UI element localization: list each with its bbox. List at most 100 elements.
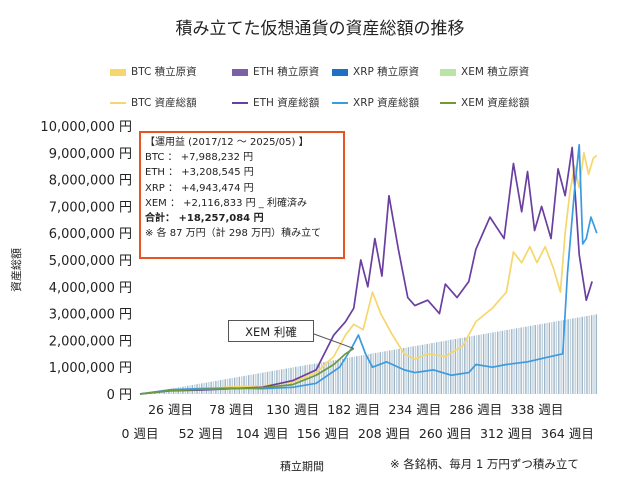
principal-bar bbox=[417, 345, 419, 394]
principal-bar bbox=[278, 369, 280, 394]
principal-bar bbox=[494, 331, 497, 394]
x-tick-label: 338 週目 bbox=[511, 402, 564, 417]
principal-bar bbox=[309, 364, 311, 394]
principal-bar bbox=[504, 330, 506, 394]
principal-bar bbox=[525, 326, 527, 394]
principal-bar bbox=[452, 339, 454, 394]
principal-bar bbox=[377, 352, 379, 394]
principal-bar bbox=[428, 343, 431, 394]
legend-entry-1: ETH 積立原資 bbox=[232, 64, 319, 80]
legend-label-2: XRP 積立原資 bbox=[353, 66, 420, 78]
legend-swatch-0 bbox=[110, 68, 126, 76]
principal-bar bbox=[299, 366, 302, 394]
principal-bar bbox=[245, 375, 248, 394]
principal-bar bbox=[569, 318, 572, 394]
principal-bar bbox=[447, 340, 450, 394]
principal-bar bbox=[360, 355, 363, 394]
x-tick-label: 0 週目 bbox=[122, 426, 159, 441]
principal-bar bbox=[255, 373, 257, 394]
principal-bar bbox=[499, 331, 501, 394]
principal-bar bbox=[266, 371, 269, 394]
footnote: ※ 各銘柄、毎月 1 万円ずつ積み立て bbox=[390, 457, 579, 471]
principal-bar bbox=[346, 357, 349, 394]
principal-bar bbox=[403, 348, 405, 394]
principal-bar bbox=[565, 319, 567, 394]
legend-label-7: XEM 資産総額 bbox=[461, 97, 530, 109]
series-line-0 bbox=[139, 151, 598, 395]
principal-bar bbox=[508, 329, 511, 394]
x-tick-label: 260 週目 bbox=[419, 426, 472, 441]
principal-bar bbox=[595, 314, 598, 394]
principal-bar bbox=[506, 329, 508, 394]
principal-bar bbox=[551, 322, 553, 394]
legend-label-1: ETH 積立原資 bbox=[253, 66, 320, 78]
y-tick-label: 1,000,000 円 bbox=[49, 361, 132, 376]
principal-bar bbox=[454, 338, 457, 394]
y-tick-label: 7,000,000 円 bbox=[49, 200, 132, 215]
principal-bar bbox=[457, 338, 459, 394]
principal-bar bbox=[320, 362, 323, 394]
principal-bar bbox=[511, 329, 513, 394]
principal-bar bbox=[236, 377, 238, 394]
principal-bar bbox=[334, 359, 337, 394]
legend-swatch-5 bbox=[232, 102, 248, 104]
principal-bar bbox=[471, 336, 473, 394]
principal-bar bbox=[489, 332, 492, 394]
principal-bar bbox=[558, 320, 560, 394]
principal-bar bbox=[515, 328, 518, 394]
principal-bar bbox=[316, 363, 318, 394]
legend-row-2: BTC 資産総額 ETH 資産総額 XRP 資産総額 XEM 資産総額 bbox=[0, 95, 640, 111]
principal-bar bbox=[464, 337, 466, 394]
principal-bar bbox=[400, 348, 403, 394]
x-tick-label: 52 週目 bbox=[179, 426, 224, 441]
series-line-3 bbox=[139, 347, 355, 395]
principal-bar bbox=[386, 350, 389, 394]
principal-bar bbox=[374, 352, 377, 394]
principal-bar bbox=[480, 334, 482, 394]
principal-bar bbox=[548, 322, 551, 394]
principal-bar bbox=[518, 327, 520, 394]
principal-bar bbox=[555, 321, 558, 394]
principal-bar bbox=[353, 356, 356, 394]
principal-bar bbox=[276, 370, 278, 394]
principal-bar bbox=[398, 348, 400, 394]
principal-bar bbox=[271, 371, 273, 394]
principal-bar bbox=[442, 341, 445, 394]
x-tick-label: 104 週目 bbox=[236, 426, 289, 441]
summary-btc: BTC ： +7,988,232 円 bbox=[145, 152, 254, 164]
principal-bar bbox=[560, 320, 562, 394]
principal-bar bbox=[311, 364, 313, 394]
principal-bar bbox=[264, 372, 266, 394]
x-tick-label: 286 週目 bbox=[449, 402, 502, 417]
legend-swatch-6 bbox=[332, 102, 348, 104]
principal-bar bbox=[579, 317, 581, 394]
principal-bar bbox=[330, 360, 332, 394]
principal-bar bbox=[391, 350, 393, 394]
principal-bar bbox=[365, 354, 367, 394]
principal-bar bbox=[586, 315, 588, 394]
principal-bar bbox=[356, 356, 358, 394]
x-tick-label: 312 週目 bbox=[480, 426, 533, 441]
principal-bar bbox=[492, 332, 494, 394]
legend-label-3: XEM 積立原資 bbox=[461, 66, 530, 78]
legend-swatch-4 bbox=[110, 102, 126, 104]
principal-bar bbox=[238, 376, 241, 394]
principal-bar bbox=[341, 358, 344, 394]
principal-bar bbox=[581, 316, 583, 394]
principal-bar bbox=[414, 345, 417, 394]
legend-label-6: XRP 資産総額 bbox=[353, 97, 420, 109]
summary-eth: ETH ： +3,208,545 円 bbox=[145, 167, 254, 179]
principal-bar bbox=[231, 377, 233, 394]
principal-bar bbox=[424, 344, 426, 394]
principal-bar bbox=[513, 328, 515, 394]
principal-bar bbox=[349, 357, 351, 394]
principal-bar bbox=[440, 341, 443, 394]
principal-bar bbox=[588, 315, 591, 394]
principal-bar bbox=[318, 362, 320, 394]
principal-bar bbox=[445, 340, 447, 394]
x-tick-label: 156 週目 bbox=[297, 426, 350, 441]
principal-bar bbox=[410, 346, 412, 394]
principal-bar bbox=[572, 318, 574, 394]
legend-swatch-3 bbox=[440, 68, 456, 76]
